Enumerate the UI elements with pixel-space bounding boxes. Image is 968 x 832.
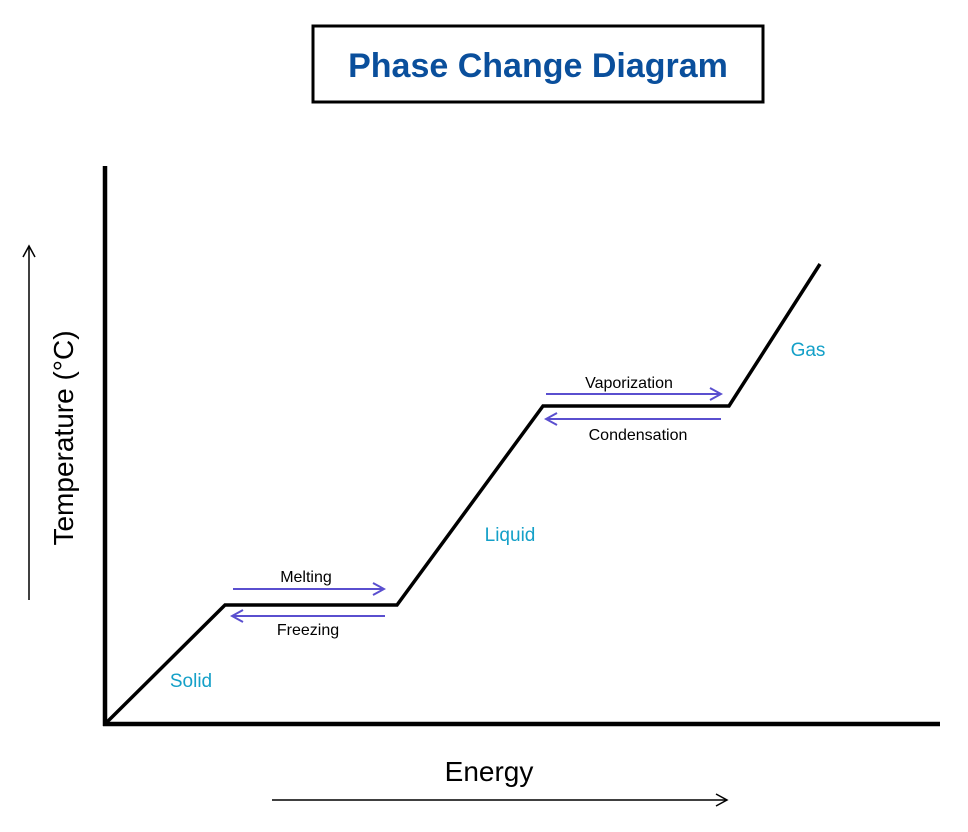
process-label-melting: Melting — [280, 569, 332, 586]
heating-curve — [103, 263, 822, 726]
process-label-freezing: Freezing — [277, 622, 339, 639]
y-axis-label: Temperature (°C) — [48, 330, 79, 545]
phase-label-solid: Solid — [170, 671, 212, 692]
phase-label-liquid: Liquid — [485, 525, 536, 546]
phase-label-gas: Gas — [791, 340, 826, 361]
process-label-vaporization: Vaporization — [585, 375, 673, 392]
x-axis-label: Energy — [445, 756, 534, 787]
title-box — [311, 24, 765, 104]
process-label-condensation: Condensation — [589, 427, 688, 444]
diagram-title: Phase Change Diagram — [348, 47, 728, 85]
